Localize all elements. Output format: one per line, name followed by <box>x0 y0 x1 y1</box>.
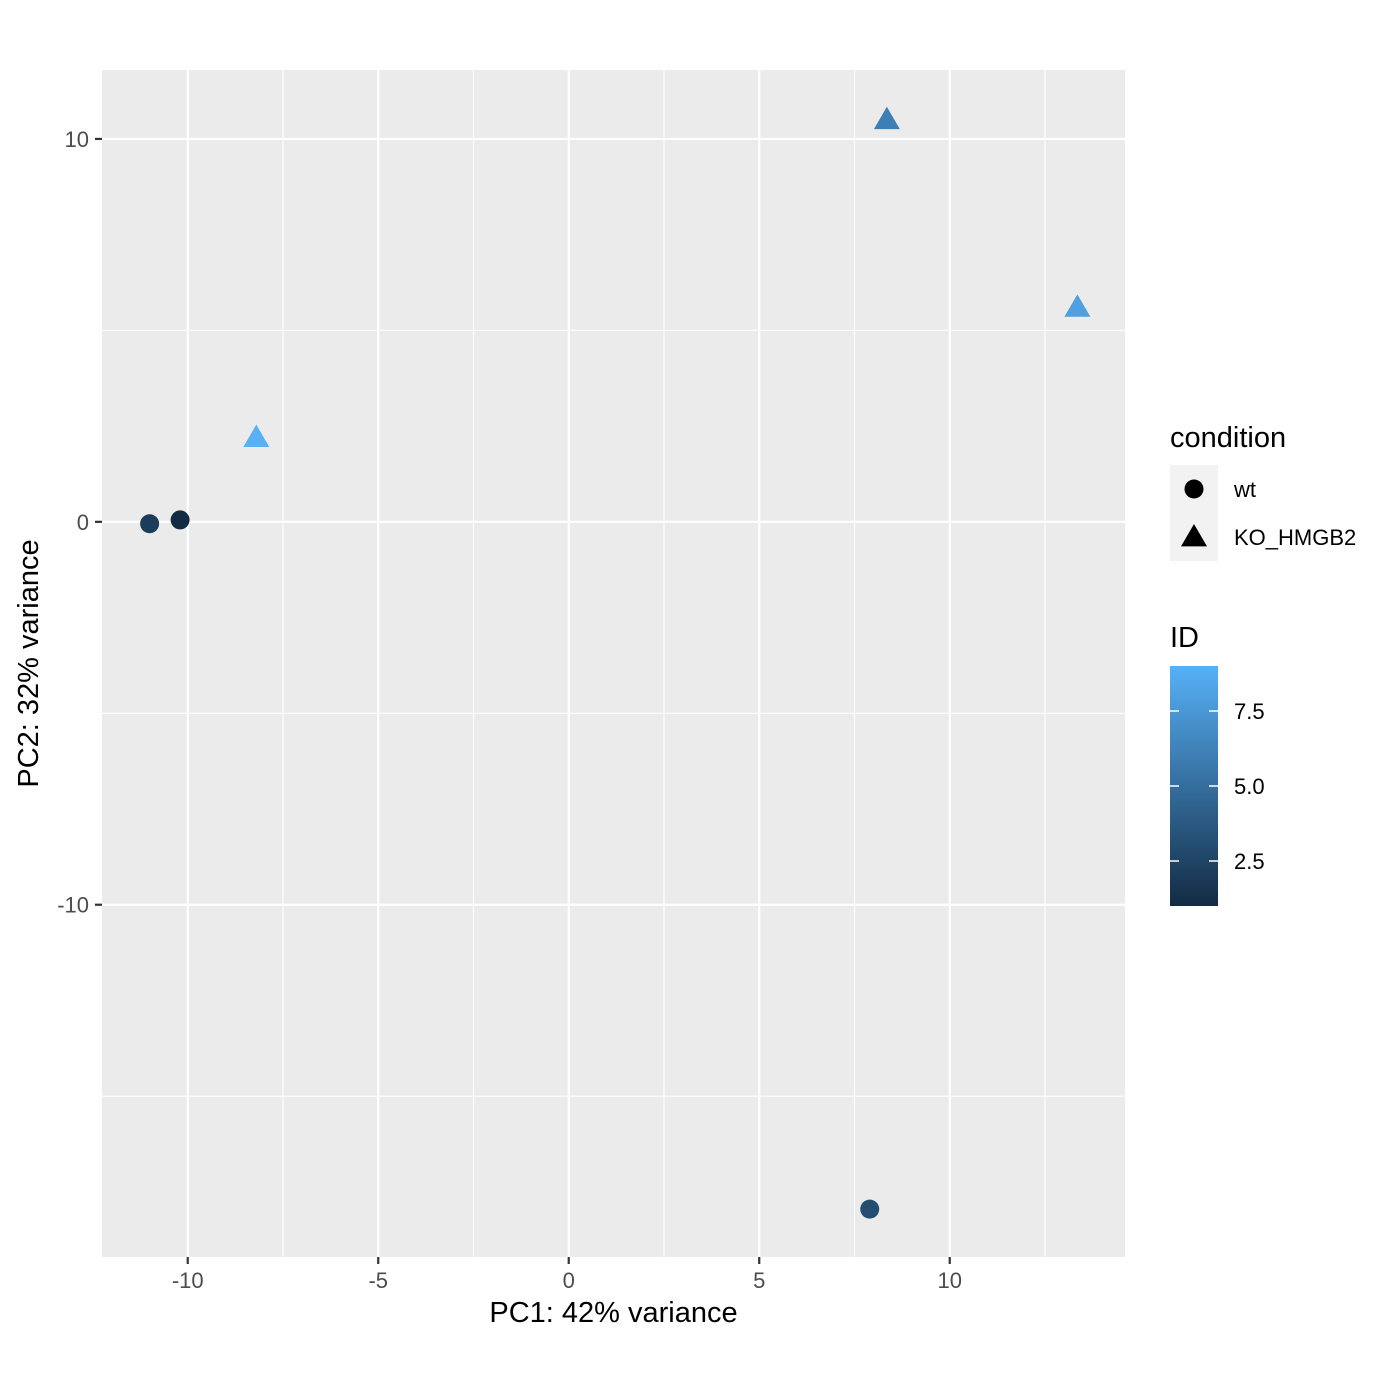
y-axis: 10 0 -10 <box>57 127 102 918</box>
major-gridlines <box>102 70 1125 1257</box>
condition-legend-keys <box>1170 465 1218 561</box>
colorbar-tick-label: 7.5 <box>1234 699 1265 724</box>
plot-panel <box>102 70 1125 1257</box>
minor-gridlines <box>102 70 1125 1257</box>
colorbar-tick-label: 5.0 <box>1234 774 1265 799</box>
y-tick-label: -10 <box>57 893 89 918</box>
condition-legend-label: KO_HMGB2 <box>1234 525 1356 550</box>
x-axis-title: PC1: 42% variance <box>489 1297 737 1329</box>
x-axis: -10 -5 0 5 10 <box>172 1257 962 1293</box>
point-ko-hmgb2 <box>1064 294 1091 317</box>
condition-legend: condition wt KO_HMGB2 <box>1170 422 1356 561</box>
condition-legend-title: condition <box>1170 422 1286 454</box>
y-axis-title: PC2: 32% variance <box>13 539 45 787</box>
point-ko-hmgb2 <box>873 106 900 130</box>
y-tick-label: 10 <box>65 127 89 152</box>
x-tick-label: 10 <box>937 1268 961 1293</box>
x-tick-label: -5 <box>368 1268 388 1293</box>
point-wt <box>860 1199 880 1219</box>
id-colorbar-legend: ID 2.5 5.0 7.5 <box>1170 622 1265 906</box>
x-tick-label: 5 <box>753 1268 765 1293</box>
point-wt <box>170 510 190 530</box>
point-wt <box>140 514 160 534</box>
point-ko-hmgb2 <box>243 424 270 447</box>
id-legend-title: ID <box>1170 622 1199 654</box>
colorbar-tick-label: 2.5 <box>1234 849 1265 874</box>
x-tick-label: -10 <box>172 1268 204 1293</box>
y-tick-label: 0 <box>77 510 89 535</box>
data-points <box>140 106 1091 1219</box>
x-tick-label: 0 <box>563 1268 575 1293</box>
legend-triangle-icon <box>1181 524 1207 547</box>
condition-legend-label: wt <box>1233 477 1256 502</box>
legend-circle-icon <box>1184 479 1204 499</box>
